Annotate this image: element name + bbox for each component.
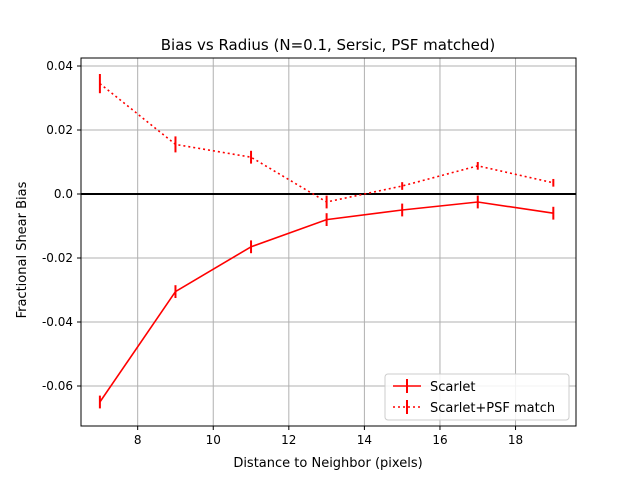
legend: Scarlet Scarlet+PSF match <box>384 373 570 421</box>
x-tick-label: 18 <box>508 433 523 447</box>
y-tick-label: -0.02 <box>42 251 73 265</box>
legend-box <box>384 373 570 421</box>
legend-label-scarlet-psf-match: Scarlet+PSF match <box>430 401 555 416</box>
x-tick-label: 14 <box>357 433 372 447</box>
plot-frame <box>80 57 577 427</box>
series-scarlet <box>98 195 555 409</box>
y-tick-label: -0.06 <box>42 379 73 393</box>
chart-title: Bias vs Radius (N=0.1, Sersic, PSF match… <box>161 36 495 54</box>
x-axis-label: Distance to Neighbor (pixels) <box>233 456 422 471</box>
x-tick-label: 12 <box>281 433 296 447</box>
series-layer <box>98 74 555 409</box>
y-tick-label: 0.02 <box>46 123 73 137</box>
y-tick-label: 0.04 <box>46 59 73 73</box>
y-axis-label: Fractional Shear Bias <box>15 181 30 318</box>
x-tick-label: 8 <box>134 433 142 447</box>
series-scarlet-psf-match <box>98 74 555 209</box>
y-tick-label: 0.0 <box>54 187 73 201</box>
x-tick-label: 10 <box>206 433 221 447</box>
y-tick-label: -0.04 <box>42 315 73 329</box>
x-tick-label: 16 <box>432 433 447 447</box>
legend-label-scarlet: Scarlet <box>430 380 475 395</box>
ticks: 8 10 12 14 16 18 0.04 0.02 0.0 -0.02 -0.04 -0.06 <box>42 59 523 447</box>
